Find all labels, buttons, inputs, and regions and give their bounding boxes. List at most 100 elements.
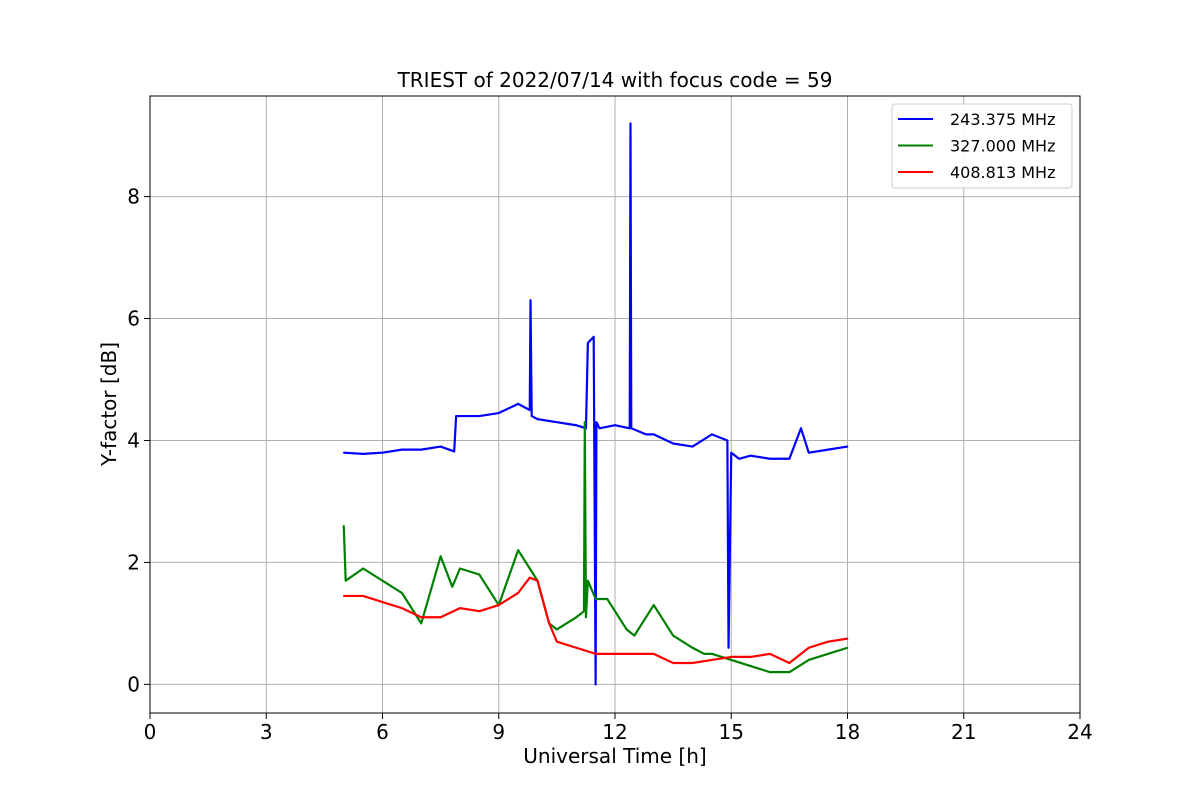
chart-title: TRIEST of 2022/07/14 with focus code = 5…	[397, 68, 833, 92]
series-point	[529, 299, 532, 302]
series-point	[730, 451, 733, 454]
series-point	[497, 604, 500, 606]
series-point	[730, 659, 733, 661]
y-tick-label: 0	[127, 672, 140, 696]
plot-series	[342, 122, 849, 686]
series-point	[344, 579, 347, 582]
series-point	[672, 662, 674, 664]
series-point	[556, 640, 558, 643]
series-point	[633, 653, 636, 655]
series-point	[381, 579, 384, 582]
series-point	[517, 592, 519, 594]
series-point	[691, 646, 694, 649]
series-point	[517, 549, 519, 552]
series-point	[528, 576, 531, 579]
series-point	[342, 525, 345, 527]
legend-label: 243.375 MHz	[950, 110, 1055, 129]
series-243-375-mhz	[342, 122, 849, 686]
series-point	[381, 601, 384, 603]
series-point	[672, 634, 674, 637]
series-point	[548, 622, 550, 625]
legend-box	[891, 103, 1073, 189]
series-point	[769, 671, 771, 673]
series-point	[478, 573, 481, 576]
series-point	[594, 598, 597, 600]
series-point	[497, 412, 500, 414]
series-point	[614, 424, 616, 427]
legend-label: 408.813 MHz	[950, 163, 1055, 182]
series-point	[575, 424, 578, 427]
series-point	[583, 421, 586, 423]
series-point	[459, 607, 461, 609]
series-point	[528, 567, 531, 570]
series-point	[788, 671, 791, 673]
series-point	[614, 610, 616, 612]
series-point	[726, 439, 729, 442]
series-point	[691, 445, 694, 448]
x-tick-label: 0	[144, 720, 157, 744]
series-point	[630, 427, 633, 430]
series-point	[672, 442, 674, 445]
series-point	[556, 421, 558, 423]
y-tick-label: 4	[127, 428, 140, 452]
series-point	[556, 628, 558, 631]
series-point	[439, 445, 442, 448]
series-point	[420, 616, 423, 619]
series-point	[401, 607, 403, 609]
legend: 243.375 MHz 327.000 MHz 408.813 MHz	[891, 103, 1073, 189]
series-point	[738, 457, 740, 460]
series-point	[536, 418, 539, 420]
x-tick-label: 9	[492, 720, 505, 744]
series-point	[727, 646, 730, 649]
series-point	[594, 653, 597, 655]
series-point	[711, 653, 713, 655]
series-point	[455, 415, 457, 417]
legend-label: 327.000 MHz	[950, 137, 1055, 156]
series-327-000-mhz	[342, 421, 849, 674]
series-point	[827, 653, 829, 655]
series-line-327-000-mhz	[342, 421, 848, 674]
series-408-813-mhz	[342, 576, 849, 665]
series-point	[451, 586, 454, 588]
series-point	[583, 610, 585, 612]
series-point	[439, 616, 442, 619]
series-point	[788, 662, 791, 664]
series-point	[478, 415, 481, 417]
series-point	[362, 567, 364, 570]
x-tick-label: 6	[376, 720, 389, 744]
series-point	[807, 646, 810, 649]
series-point	[628, 427, 631, 430]
x-tick-label: 12	[602, 720, 627, 744]
series-point	[362, 595, 364, 597]
series-point	[536, 579, 539, 582]
x-tick-label: 24	[1067, 720, 1092, 744]
series-point	[633, 634, 636, 637]
series-point	[807, 659, 810, 661]
series-point	[749, 454, 752, 457]
series-point	[703, 653, 705, 655]
series-point	[401, 592, 403, 594]
series-point	[846, 445, 849, 448]
series-point	[769, 653, 771, 655]
series-point	[625, 628, 628, 631]
series-point	[598, 427, 601, 430]
series-point	[827, 448, 829, 451]
series-point	[594, 683, 597, 686]
series-point	[575, 646, 578, 649]
y-axis-label: Y-factor [dB]	[97, 342, 121, 467]
x-tick-label: 3	[260, 720, 273, 744]
series-point	[645, 433, 647, 436]
series-point	[595, 421, 598, 423]
series-point	[592, 336, 595, 338]
series-point	[587, 342, 589, 344]
series-point	[652, 653, 655, 655]
series-point	[629, 122, 632, 125]
x-tick-label: 18	[835, 720, 860, 744]
series-point	[420, 622, 423, 625]
series-point	[517, 403, 519, 405]
series-point	[846, 637, 849, 640]
x-tick-label: 15	[719, 720, 744, 744]
series-point	[788, 457, 791, 460]
series-point	[730, 656, 733, 658]
